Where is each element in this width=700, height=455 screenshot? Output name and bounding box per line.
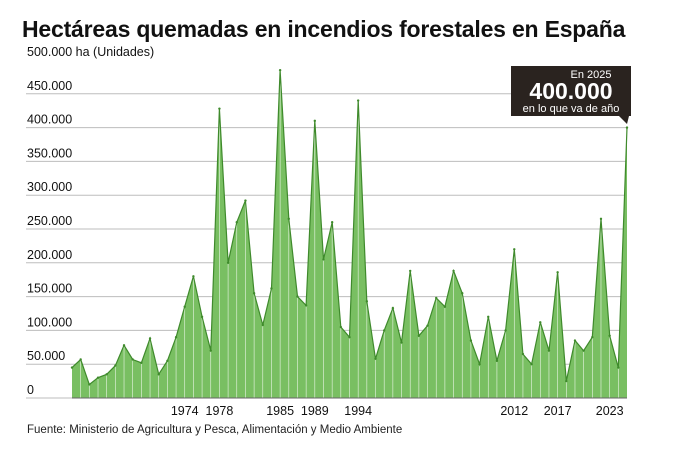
- data-point: [374, 357, 377, 360]
- y-tick-label: 300.000: [27, 180, 72, 194]
- data-point: [148, 337, 152, 340]
- data-point: [261, 323, 264, 327]
- data-point: [565, 379, 568, 383]
- x-tick-label: 1974: [171, 404, 199, 418]
- y-axis-label: 500.000 ha (Unidades): [27, 45, 154, 59]
- data-point: [322, 258, 325, 261]
- data-point: [539, 321, 542, 324]
- data-point: [296, 295, 299, 298]
- data-point: [235, 221, 238, 224]
- y-tick-label: 150.000: [27, 282, 72, 296]
- data-point: [226, 261, 230, 264]
- data-point: [209, 349, 212, 352]
- annotation-callout: En 2025 400.000 en lo que va de año: [511, 66, 631, 124]
- data-point: [547, 349, 551, 352]
- chart-title: Hectáreas quemadas en incendios forestal…: [22, 16, 626, 42]
- data-point: [443, 305, 447, 308]
- data-point: [304, 304, 308, 307]
- data-point: [625, 126, 629, 129]
- y-tick-label: 350.000: [27, 146, 72, 160]
- y-tick-label: 100.000: [27, 315, 72, 329]
- data-point: [270, 287, 273, 290]
- x-tick-label: 2012: [500, 404, 528, 418]
- data-point: [131, 358, 134, 361]
- data-point: [495, 359, 499, 363]
- data-point: [478, 363, 481, 366]
- data-point: [244, 199, 247, 202]
- data-point: [218, 107, 221, 110]
- data-point: [339, 325, 343, 329]
- x-tick-label: 1989: [301, 404, 329, 418]
- x-tick-label: 2017: [544, 404, 572, 418]
- y-tick-label: 450.000: [27, 79, 72, 93]
- data-point: [469, 339, 473, 342]
- x-tick-label: 1994: [344, 404, 372, 418]
- data-point: [417, 334, 421, 338]
- data-point: [617, 366, 620, 369]
- data-point: [122, 344, 126, 347]
- data-point: [452, 269, 455, 273]
- y-tick-label: 250.000: [27, 214, 72, 228]
- data-point: [435, 296, 438, 300]
- data-point: [192, 275, 195, 278]
- area-fill: [72, 70, 627, 398]
- data-point: [573, 339, 577, 342]
- data-point: [105, 373, 108, 376]
- data-point: [70, 366, 74, 369]
- area-series: [70, 68, 629, 399]
- data-point: [608, 334, 611, 338]
- data-point: [166, 359, 169, 363]
- callout-caption: en lo que va de año: [523, 103, 620, 115]
- data-point: [252, 292, 256, 295]
- data-point: [183, 305, 186, 308]
- data-point: [582, 349, 585, 352]
- data-point: [348, 335, 351, 339]
- callout-year: En 2025: [571, 69, 612, 81]
- data-point: [79, 358, 82, 361]
- data-point: [365, 300, 369, 303]
- data-point: [461, 292, 464, 295]
- data-point: [287, 217, 290, 221]
- x-tick-label: 2023: [596, 404, 624, 418]
- data-point: [174, 335, 178, 339]
- data-point: [426, 324, 429, 327]
- data-point: [382, 329, 386, 332]
- y-tick-label: 400.000: [27, 113, 72, 127]
- data-point: [391, 306, 395, 310]
- x-tick-label: 1985: [266, 404, 294, 418]
- data-point: [513, 248, 516, 251]
- data-point: [140, 361, 143, 365]
- x-tick-label: 1978: [206, 404, 234, 418]
- data-point: [313, 119, 317, 123]
- data-point: [504, 329, 507, 332]
- data-point: [591, 335, 594, 339]
- data-point: [400, 341, 403, 344]
- data-point: [278, 68, 282, 72]
- source-note: Fuente: Ministerio de Agricultura y Pesc…: [27, 424, 403, 436]
- data-point: [330, 221, 334, 224]
- data-point: [96, 376, 100, 379]
- callout-value: 400.000: [529, 78, 612, 104]
- y-tick-label: 200.000: [27, 248, 72, 262]
- data-point: [521, 352, 525, 356]
- x-axis-ticks: 1974 1978 1985 1989 1994 2012 2017 2023: [171, 404, 624, 418]
- data-point: [487, 315, 490, 319]
- data-point: [409, 269, 412, 273]
- data-point: [530, 363, 533, 366]
- y-tick-label: 50.000: [27, 349, 65, 363]
- data-point: [157, 373, 160, 376]
- data-point: [599, 217, 603, 221]
- data-point: [356, 99, 360, 102]
- data-point: [200, 315, 204, 319]
- y-tick-label: 0: [27, 383, 34, 397]
- y-axis-ticks: 0 50.000 100.000 150.000 200.000 250.000 300.0…: [27, 79, 72, 397]
- data-point: [88, 383, 91, 386]
- callout-box: [511, 66, 631, 124]
- data-point: [556, 271, 559, 274]
- data-point: [114, 364, 117, 367]
